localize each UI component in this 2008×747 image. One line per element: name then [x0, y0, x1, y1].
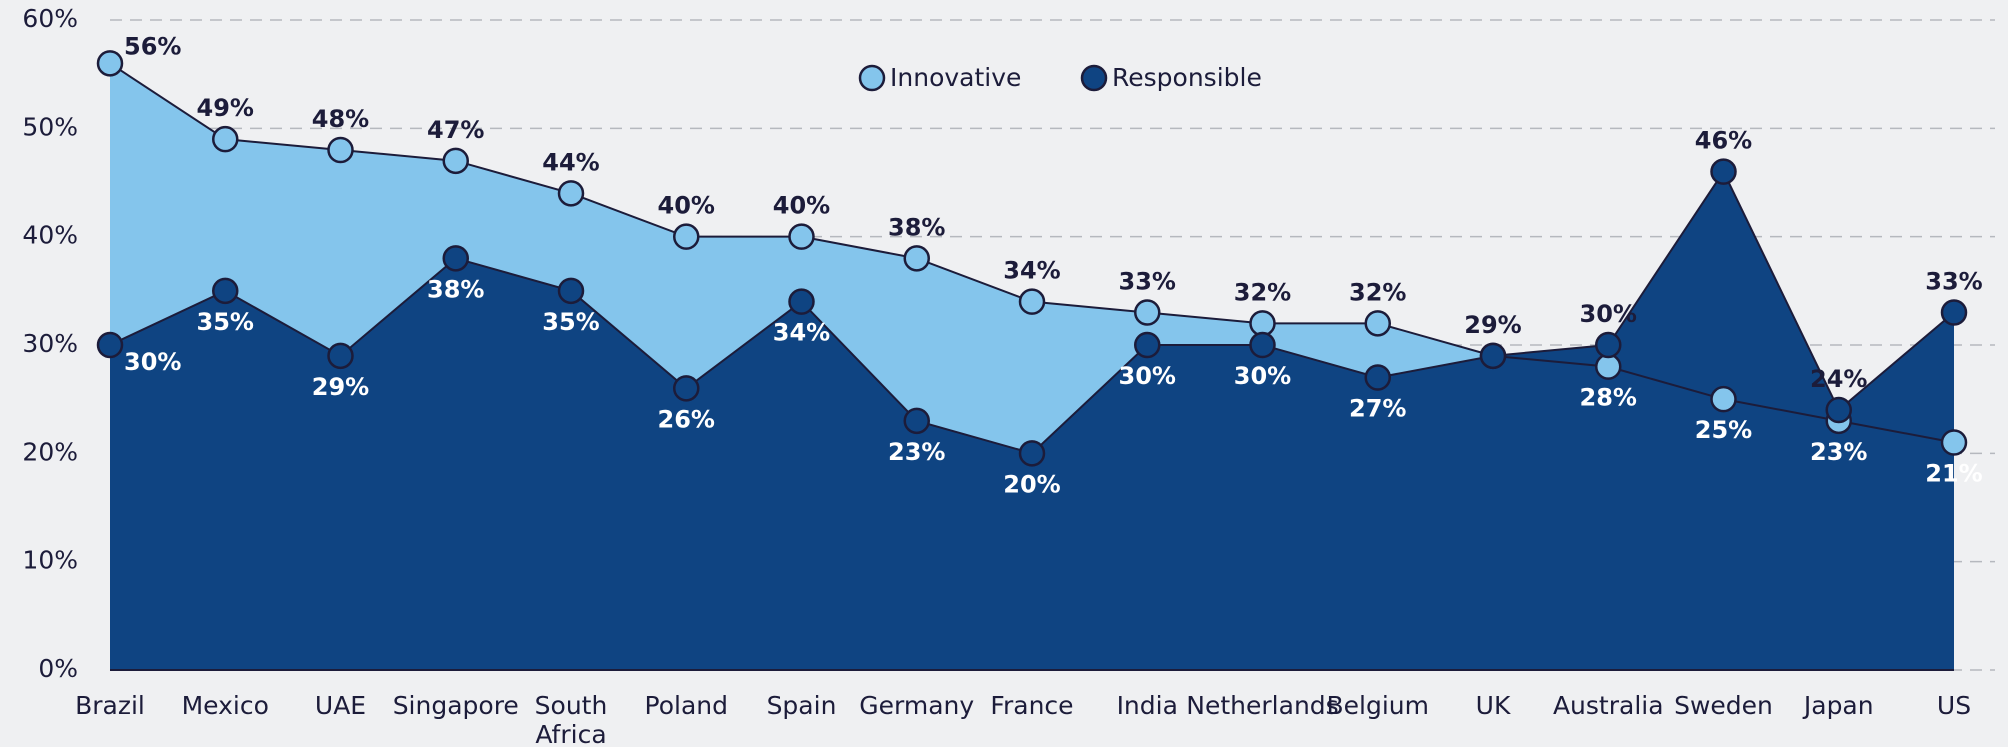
marker	[788, 288, 815, 315]
marker	[1134, 299, 1161, 326]
marker	[212, 125, 239, 153]
marker	[673, 223, 700, 250]
data-label: 23%	[1810, 438, 1867, 466]
data-label: 25%	[1695, 416, 1752, 444]
y-tick-label: 10%	[22, 546, 78, 575]
data-label: 23%	[888, 438, 945, 466]
x-tick-label: Singapore	[393, 691, 519, 720]
marker	[557, 180, 585, 207]
data-label: 29%	[1464, 311, 1521, 339]
y-tick-label: 0%	[38, 654, 78, 683]
x-tick-label: South Africa	[535, 691, 608, 747]
marker	[1595, 331, 1622, 359]
data-label: 28%	[1580, 384, 1637, 412]
y-tick-label: 40%	[22, 221, 78, 250]
legend-marker	[858, 64, 886, 92]
marker	[1364, 310, 1391, 337]
data-label: 30%	[124, 348, 181, 376]
data-label: 56%	[124, 32, 181, 60]
data-label: 40%	[658, 192, 715, 220]
y-tick-label: 30%	[22, 329, 78, 358]
x-tick-label: Brazil	[75, 691, 145, 720]
marker	[327, 342, 354, 370]
x-tick-label: Belgium	[1327, 691, 1430, 720]
data-label: 33%	[1119, 268, 1176, 296]
marker	[673, 375, 700, 402]
y-tick-label: 20%	[22, 437, 78, 466]
x-tick-label: Mexico	[182, 691, 269, 720]
marker	[212, 277, 239, 305]
x-tick-label: UAE	[315, 691, 366, 720]
data-label: 48%	[312, 105, 369, 133]
data-label: 49%	[197, 94, 254, 122]
marker	[1940, 299, 1968, 326]
marker	[1134, 331, 1161, 359]
x-tick-label: Spain	[767, 691, 837, 720]
x-tick-label: Australia	[1553, 691, 1664, 720]
x-tick-label: France	[990, 691, 1073, 720]
x-tick-label: Germany	[859, 691, 974, 720]
y-tick-label: 50%	[22, 112, 78, 141]
marker	[1479, 342, 1507, 370]
x-tick-label: India	[1117, 691, 1178, 720]
data-label: 38%	[888, 213, 945, 241]
marker	[1825, 396, 1852, 424]
data-label: 24%	[1810, 365, 1867, 393]
data-label: 30%	[1234, 362, 1291, 390]
marker	[442, 147, 469, 175]
x-tick-label: Japan	[1802, 691, 1874, 720]
marker	[1364, 364, 1391, 391]
data-label: 35%	[197, 308, 254, 336]
data-label: 30%	[1119, 362, 1176, 390]
data-label: 32%	[1349, 278, 1406, 306]
marker	[788, 223, 815, 250]
x-tick-label: Sweden	[1674, 691, 1773, 720]
marker	[1249, 331, 1276, 359]
x-tick-label: Poland	[645, 691, 728, 720]
data-label: 46%	[1695, 127, 1752, 155]
marker	[1940, 429, 1968, 456]
data-label: 26%	[658, 405, 715, 433]
data-label: 27%	[1349, 395, 1406, 423]
marker	[557, 277, 585, 305]
marker	[1018, 288, 1046, 315]
data-label: 44%	[542, 148, 599, 176]
data-label: 21%	[1925, 460, 1982, 488]
legend-label: Responsible	[1112, 63, 1262, 92]
data-label: 20%	[1003, 470, 1060, 498]
legend-label: Innovative	[890, 63, 1021, 92]
x-tick-label: Netherlands	[1186, 691, 1338, 720]
marker	[1018, 440, 1046, 467]
data-label: 35%	[542, 308, 599, 336]
data-label: 40%	[773, 192, 830, 220]
marker	[96, 50, 124, 77]
data-label: 34%	[1003, 257, 1060, 285]
data-label: 30%	[1580, 300, 1637, 328]
marker	[1595, 353, 1622, 380]
marker	[903, 407, 930, 435]
marker	[1710, 385, 1737, 413]
legend-marker	[1080, 64, 1108, 92]
marker	[96, 331, 124, 359]
marker	[327, 136, 354, 164]
y-tick-label: 60%	[22, 4, 78, 33]
data-label: 29%	[312, 373, 369, 401]
x-tick-label: US	[1937, 691, 1971, 720]
marker	[1710, 158, 1737, 185]
marker	[903, 245, 930, 272]
marker	[1249, 310, 1276, 337]
data-label: 32%	[1234, 278, 1291, 306]
data-label: 33%	[1925, 268, 1982, 296]
data-label: 38%	[427, 275, 484, 303]
data-label: 34%	[773, 319, 830, 347]
x-tick-label: UK	[1476, 691, 1511, 720]
marker	[442, 245, 469, 272]
data-label: 47%	[427, 116, 484, 144]
